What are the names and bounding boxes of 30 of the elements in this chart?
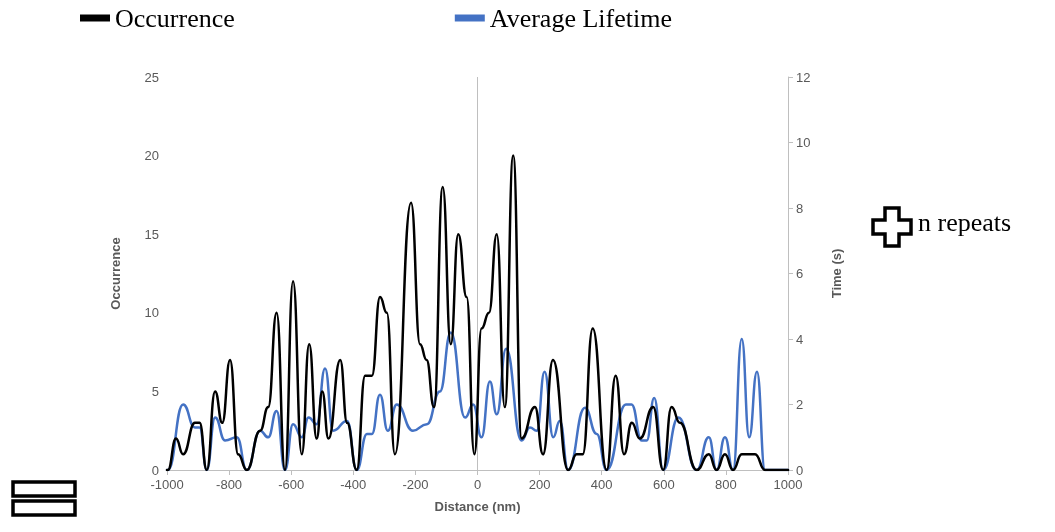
legend-label: Average Lifetime xyxy=(489,3,672,33)
y2-tick-label: 2 xyxy=(796,397,804,412)
x-tick-label: 1000 xyxy=(773,477,803,492)
x-axis-title: Distance (nm) xyxy=(434,499,521,514)
y2-tick-label: 12 xyxy=(796,69,811,85)
y-tick-label: 20 xyxy=(144,148,159,164)
y2-tick-label: 10 xyxy=(796,135,811,150)
y2-tick-label: 4 xyxy=(796,331,804,347)
x-tick-label: 0 xyxy=(473,477,482,492)
y-tick-label: 15 xyxy=(144,226,159,242)
y-axis-title: Occurrence xyxy=(108,237,123,310)
x-tick-label: -1000 xyxy=(150,477,184,492)
y-tick-label: 5 xyxy=(151,383,159,399)
y-tick-label: 25 xyxy=(144,69,159,85)
x-tick-label: 400 xyxy=(590,477,613,492)
y-tick-label: 0 xyxy=(151,462,159,478)
y2-tick-label: 8 xyxy=(796,200,804,216)
x-tick-label: 600 xyxy=(652,477,675,492)
x-tick-label: 200 xyxy=(528,477,551,492)
legend-label: Occurrence xyxy=(115,3,235,33)
x-tick-label: 800 xyxy=(715,477,737,492)
y-tick-label: 10 xyxy=(144,305,159,321)
y2-tick-label: 0 xyxy=(796,462,804,478)
x-tick-label: -200 xyxy=(402,477,429,492)
x-tick-label: -600 xyxy=(278,477,305,492)
y2-tick-label: 6 xyxy=(796,266,804,281)
x-tick-label: -800 xyxy=(216,477,243,492)
text: n repeats xyxy=(918,208,1012,238)
y2-axis-title: Time (s) xyxy=(829,248,844,299)
x-tick-label: -400 xyxy=(340,477,367,492)
